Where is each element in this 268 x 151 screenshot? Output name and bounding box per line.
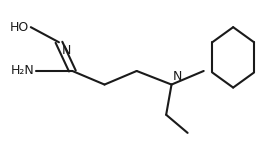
Text: HO: HO	[10, 21, 29, 34]
Text: H₂N: H₂N	[11, 64, 35, 77]
Text: N: N	[173, 70, 182, 83]
Text: N: N	[62, 44, 71, 57]
